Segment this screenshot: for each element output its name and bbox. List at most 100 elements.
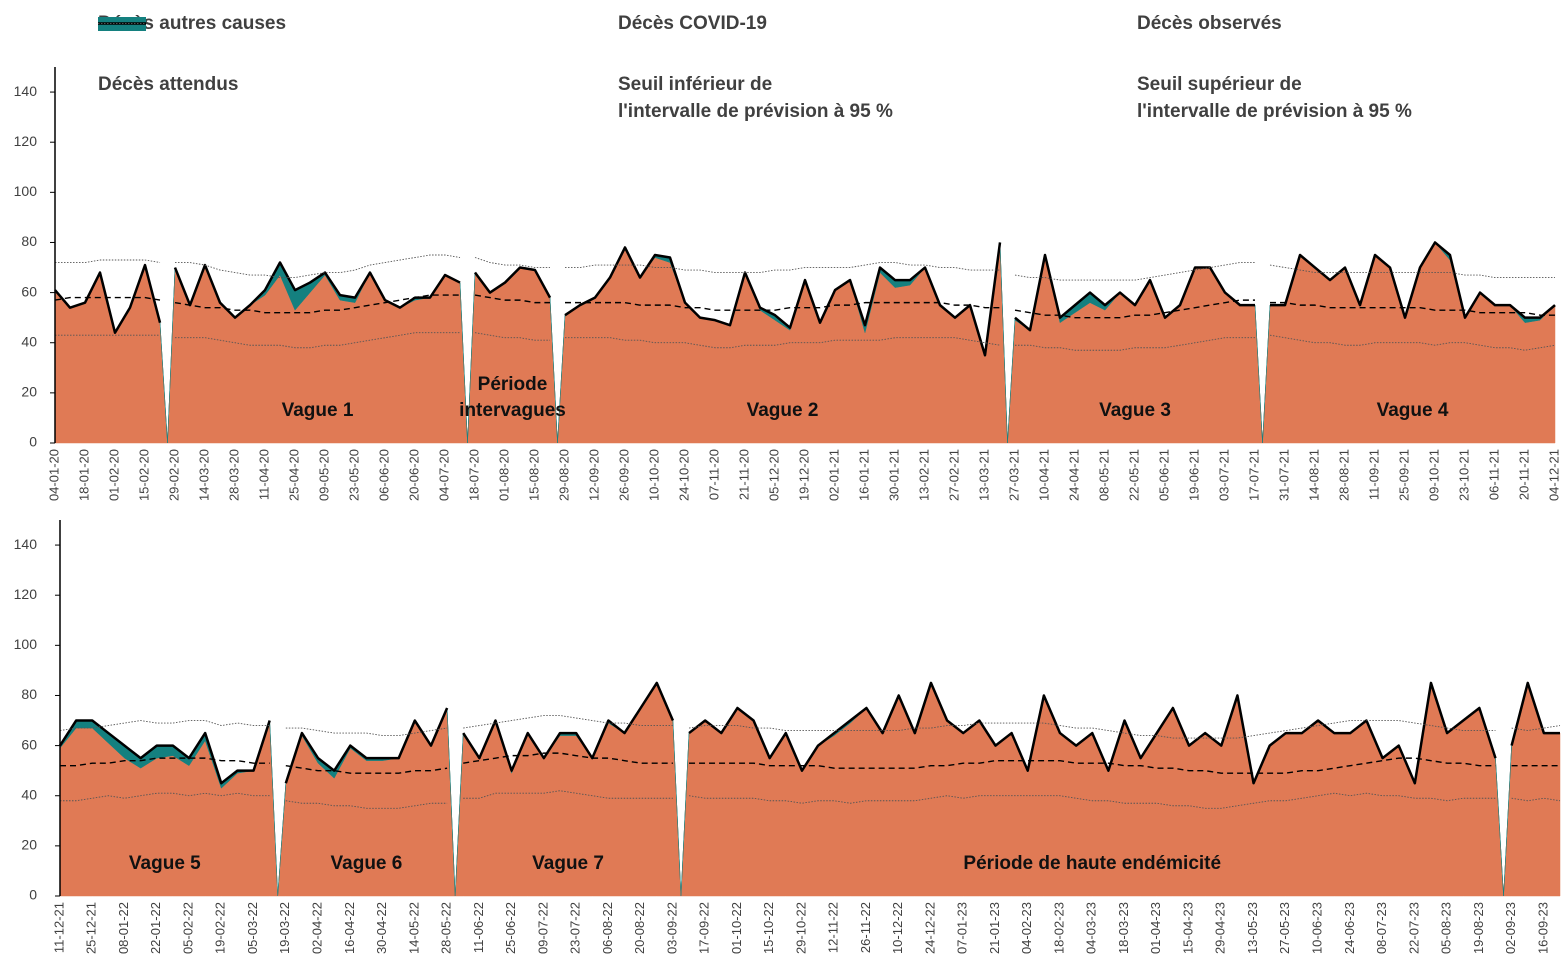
x-tick-label: 24-12-22 [922, 902, 937, 954]
x-tick-label: 19-03-22 [277, 902, 292, 954]
period-label: Vague 6 [330, 853, 403, 874]
x-tick-label: 12-09-20 [586, 449, 601, 501]
y-tick-label: 140 [14, 83, 38, 99]
x-tick-label: 26-09-20 [616, 449, 631, 501]
series-line [60, 757, 270, 767]
x-tick-label: 09-05-20 [316, 449, 331, 501]
x-tick-label: 05-08-23 [1439, 902, 1454, 954]
series-line [58, 719, 271, 785]
x-tick-label: 05-03-22 [245, 902, 260, 954]
x-tick-label: 04-03-23 [1084, 902, 1099, 954]
y-tick-label: 80 [21, 233, 37, 249]
x-tick-label: 26-11-22 [858, 902, 873, 953]
x-tick-label: 16-09-23 [1535, 902, 1550, 954]
legend-label: Décès COVID-19 [618, 13, 767, 34]
area [1503, 682, 1561, 897]
x-tick-label: 09-07-22 [535, 902, 550, 954]
series-line [689, 757, 1496, 774]
x-tick-label: 13-02-21 [916, 449, 931, 501]
y-tick-label: 80 [21, 686, 37, 702]
x-tick-label: 15-10-22 [761, 902, 776, 954]
x-tick-label: 29-10-22 [793, 902, 808, 954]
x-tick-label: 24-10-20 [676, 449, 691, 501]
x-tick-label: 24-04-21 [1066, 449, 1081, 501]
x-tick-label: 02-01-21 [826, 449, 841, 501]
y-tick-label: 0 [29, 887, 37, 903]
series-line [688, 681, 1497, 785]
series-line [1014, 262, 1255, 281]
x-tick-label: 27-02-21 [946, 449, 961, 501]
x-tick-label: 29-08-20 [556, 449, 571, 501]
x-tick-label: 19-12-20 [796, 449, 811, 501]
y-tick-label: 120 [14, 586, 38, 602]
series-line [285, 727, 448, 737]
x-tick-label: 05-06-21 [1156, 449, 1171, 501]
series-line [173, 261, 461, 319]
series-line [174, 294, 460, 314]
x-tick-label: 13-03-21 [976, 449, 991, 501]
series-line [565, 337, 1001, 349]
period-label: Vague 1 [281, 400, 354, 421]
x-tick-label: 19-06-21 [1186, 449, 1201, 501]
series-line [1269, 334, 1556, 351]
y-tick-label: 120 [14, 133, 38, 149]
x-tick-label: 10-12-22 [890, 902, 905, 954]
x-tick-label: 05-12-20 [766, 449, 781, 501]
x-tick-label: 21-11-20 [736, 449, 751, 500]
y-tick-label: 60 [21, 283, 37, 299]
series-line [1014, 253, 1255, 332]
x-tick-label: 11-06-22 [471, 902, 486, 953]
x-tick-label: 18-03-23 [1116, 902, 1131, 954]
y-tick-label: 100 [14, 183, 38, 199]
series-line [175, 254, 461, 279]
period-label: Vague 7 [532, 853, 604, 874]
x-tick-label: 23-10-21 [1456, 449, 1471, 501]
y-tick-label: 60 [21, 736, 37, 752]
x-tick-label: 03-09-22 [664, 902, 679, 954]
series-line [1270, 241, 1556, 319]
legend-label: Décès observés [1137, 13, 1282, 34]
x-tick-label: 08-07-23 [1374, 902, 1389, 954]
area [54, 264, 168, 444]
x-tick-label: 19-08-23 [1471, 902, 1486, 954]
series-line [60, 792, 270, 802]
x-tick-label: 18-07-20 [466, 449, 481, 501]
x-tick-label: 30-04-22 [374, 902, 389, 954]
x-tick-label: 16-01-21 [856, 449, 871, 501]
x-tick-label: 17-09-22 [697, 902, 712, 954]
x-tick-label: 25-12-21 [84, 902, 99, 954]
series-line [1510, 681, 1560, 746]
x-tick-label: 08-01-22 [116, 902, 131, 954]
x-tick-label: 22-07-23 [1406, 902, 1421, 954]
line-layer [58, 681, 1561, 809]
y-tick-label: 40 [21, 786, 37, 802]
legend-swatch [98, 23, 146, 24]
area-layer [59, 682, 1561, 897]
x-tick-label: 14-08-21 [1306, 449, 1321, 501]
x-tick-label: 10-06-23 [1310, 902, 1325, 954]
x-tick-label: 25-04-20 [286, 449, 301, 501]
x-tick-label: 02-04-22 [310, 902, 325, 954]
series-line [565, 301, 1000, 311]
series-line [462, 681, 675, 772]
series-line [474, 294, 550, 304]
legend-label: Seuil inférieur de l'intervalle de prévi… [618, 74, 893, 122]
x-tick-label: 14-03-20 [196, 449, 211, 501]
x-tick-label: 10-04-21 [1036, 449, 1051, 501]
series-line [473, 266, 552, 299]
y-tick-label: 100 [14, 636, 38, 652]
x-tick-label: 22-05-21 [1126, 449, 1141, 501]
x-tick-label: 14-05-22 [406, 902, 421, 954]
series-line [285, 764, 448, 774]
x-tick-label: 03-07-21 [1216, 449, 1231, 501]
legend-item: Décès attendus [98, 22, 618, 125]
legend-item: Décès COVID-19 [98, 10, 1137, 37]
legend-item: Seuil inférieur de l'intervalle de prévi… [98, 23, 1137, 125]
x-tick-label: 04-12-21 [1546, 449, 1561, 501]
x-tick-label: 24-06-23 [1342, 902, 1357, 954]
period-label: Vague 3 [1099, 400, 1171, 421]
legend-label: Décès attendus [98, 74, 239, 95]
period-label: Période intervagues [459, 374, 566, 421]
x-tick-label: 28-03-20 [226, 449, 241, 501]
